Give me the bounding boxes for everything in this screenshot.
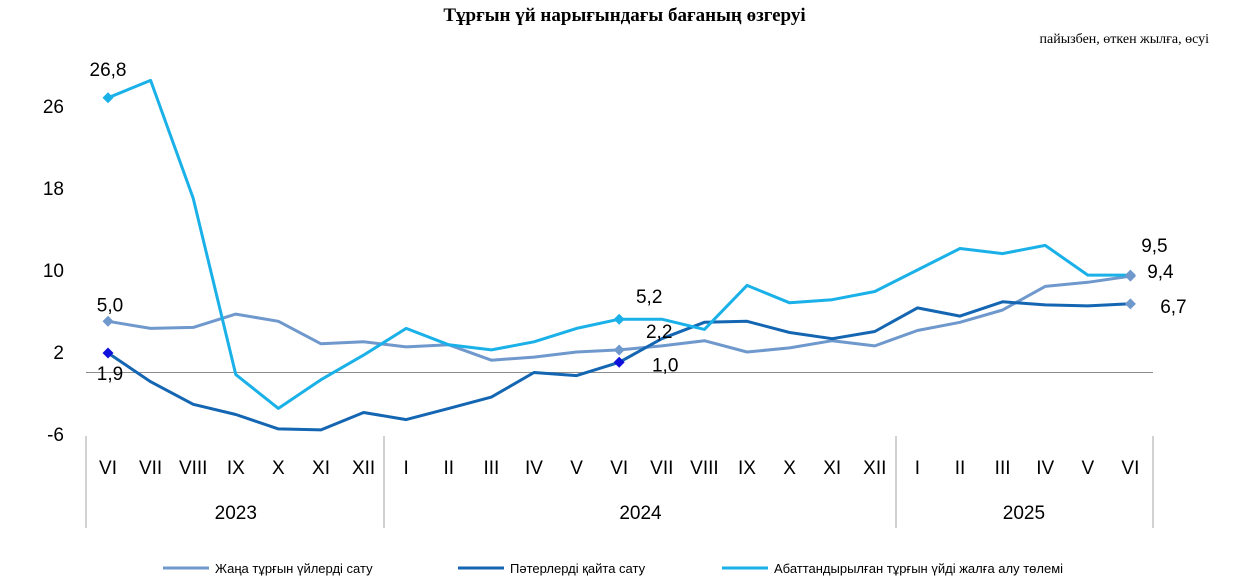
- y-tick-label: 2: [53, 343, 64, 364]
- data-marker: [102, 347, 114, 359]
- x-tick-label: XI: [312, 458, 330, 479]
- data-label: 5,2: [636, 287, 662, 308]
- data-label: 9,5: [1141, 236, 1167, 257]
- y-tick-label: 10: [43, 261, 64, 282]
- x-tick-label: III: [995, 458, 1011, 479]
- x-tick-label: XII: [352, 458, 375, 479]
- legend-label-2: Пәтерлерді қайта сату: [510, 561, 646, 576]
- x-tick-label: III: [483, 458, 499, 479]
- legend-label-3: Абаттандырылған тұрғын үйді жалға алу тө…: [774, 561, 1063, 576]
- x-tick-label: VI: [99, 458, 117, 479]
- x-tick-label: V: [570, 458, 583, 479]
- x-tick-label: I: [404, 458, 409, 479]
- data-marker: [1124, 270, 1136, 282]
- y-tick-label: -6: [47, 425, 64, 446]
- data-label: 9,4: [1147, 262, 1174, 283]
- x-tick-label: IV: [525, 458, 543, 479]
- x-tick-label: VII: [139, 458, 162, 479]
- data-marker: [613, 344, 625, 356]
- x-tick-label: VIII: [179, 458, 208, 479]
- data-marker: [613, 313, 625, 325]
- x-tick-label: IX: [738, 458, 756, 479]
- x-tick-label: VI: [610, 458, 628, 479]
- x-tick-label: I: [915, 458, 920, 479]
- year-label: 2025: [1003, 503, 1045, 524]
- units-label: пайызбен, өткен жылға, өсуі: [1039, 32, 1210, 47]
- x-tick-label: II: [955, 458, 966, 479]
- x-tick-label: XII: [863, 458, 886, 479]
- y-tick-label: 18: [43, 179, 64, 200]
- year-label: 2024: [619, 503, 662, 524]
- data-label: 2,2: [646, 322, 672, 343]
- data-marker: [102, 92, 114, 104]
- year-label: 2023: [215, 503, 257, 524]
- data-label: 6,7: [1160, 297, 1186, 318]
- y-tick-label: 26: [43, 97, 64, 118]
- x-tick-label: IX: [227, 458, 245, 479]
- x-tick-label: XI: [823, 458, 841, 479]
- data-label: 26,8: [90, 60, 127, 81]
- x-tick-label: IV: [1036, 458, 1054, 479]
- data-marker: [613, 356, 625, 368]
- x-tick-label: X: [272, 458, 285, 479]
- x-tick-label: VII: [650, 458, 673, 479]
- x-tick-label: VIII: [690, 458, 719, 479]
- data-label: 5,0: [97, 295, 123, 316]
- chart-title: Тұрғын үй нарығындағы бағаның өзгеруі: [443, 5, 806, 26]
- x-tick-label: V: [1081, 458, 1094, 479]
- data-marker: [1124, 298, 1136, 310]
- data-label: 1,9: [97, 364, 123, 385]
- legend-label-1: Жаңа тұрғын үйлерді сату: [215, 561, 373, 576]
- x-tick-label: VI: [1121, 458, 1139, 479]
- data-marker: [102, 315, 114, 327]
- x-tick-label: X: [783, 458, 796, 479]
- x-tick-label: II: [444, 458, 455, 479]
- data-label: 1,0: [652, 355, 678, 376]
